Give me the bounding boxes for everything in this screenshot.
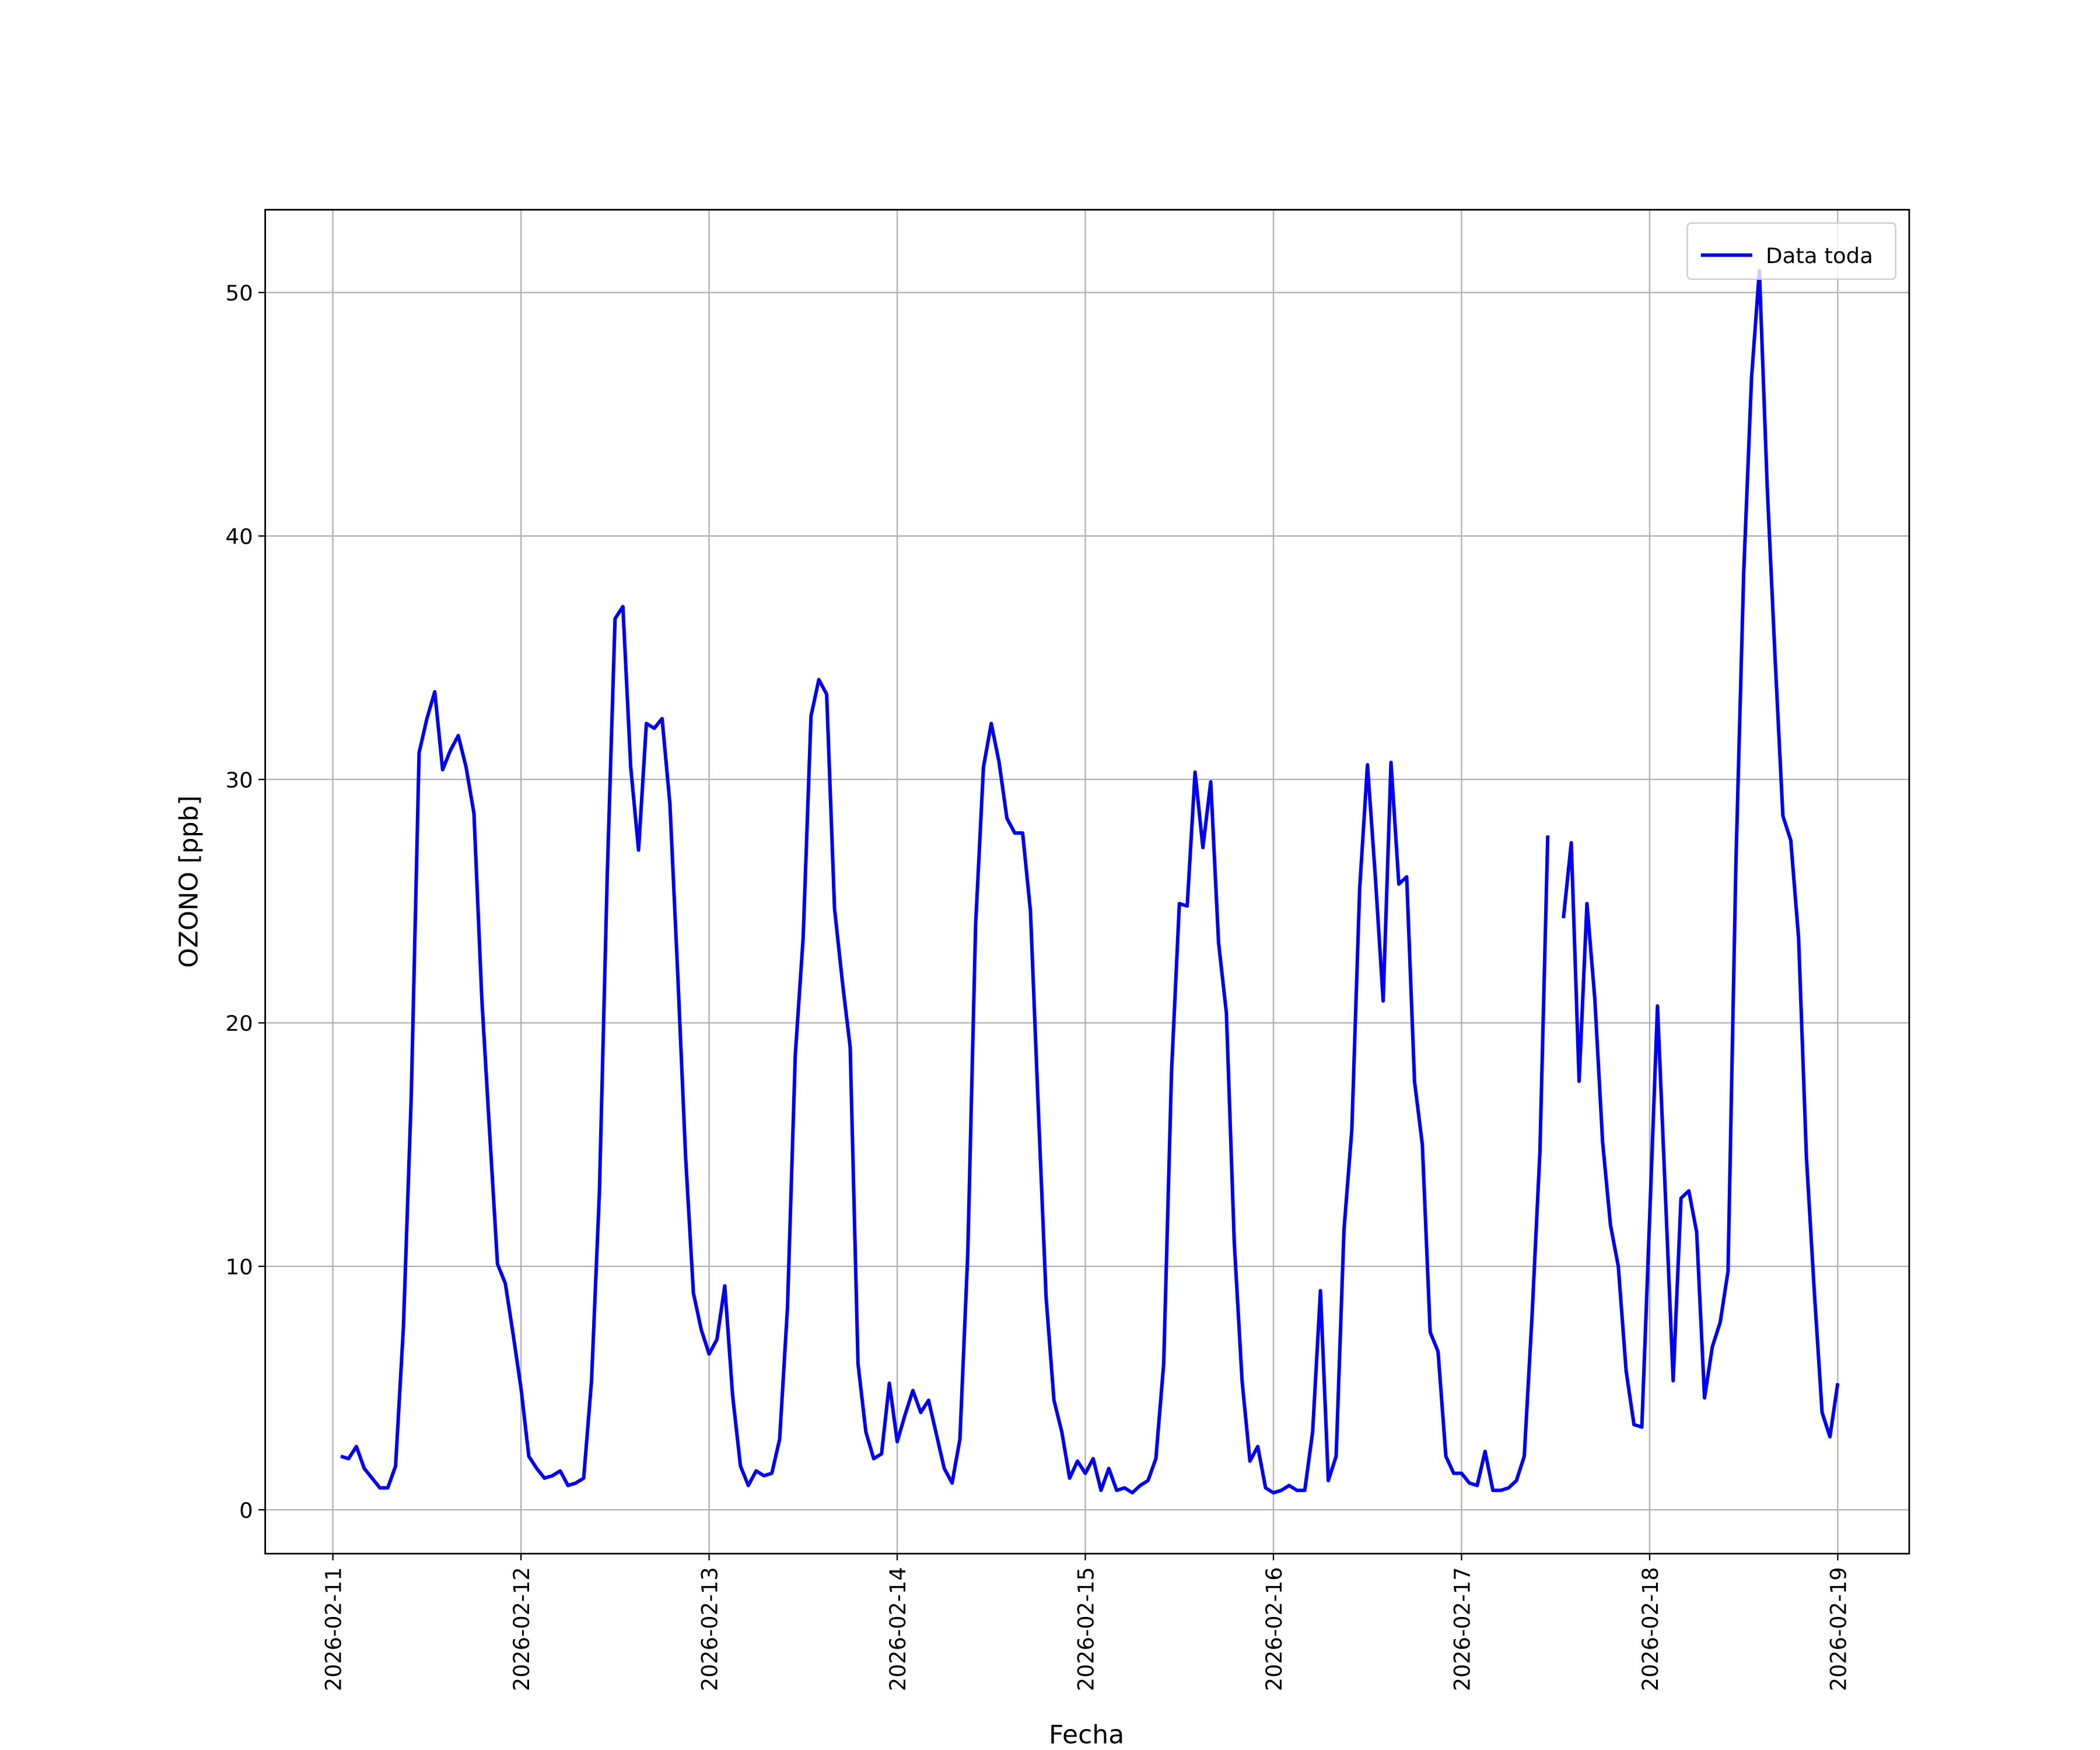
y-tick-label: 30 [226,768,253,793]
y-tick-label: 0 [239,1498,253,1523]
x-tick-label: 2026-02-12 [509,1567,534,1691]
plot-frame [264,209,1910,1555]
x-tick-label: 2026-02-17 [1450,1567,1475,1691]
x-tick-label: 2026-02-11 [321,1567,346,1691]
y-tick-label: 40 [226,524,253,550]
y-tick-label: 20 [226,1011,253,1036]
x-tick-label: 2026-02-18 [1638,1567,1663,1691]
x-axis-label: Fecha [1049,1720,1124,1750]
data-line [340,268,1840,1494]
x-tick-label: 2026-02-16 [1262,1567,1287,1691]
y-tick-label: 50 [226,281,253,306]
y-tick-label: 10 [226,1255,253,1280]
x-tick-label: 2026-02-14 [886,1567,911,1691]
x-tick-label: 2026-02-15 [1073,1567,1098,1691]
y-axis-label: OZONO [ppb] [174,796,204,968]
legend-label: Data toda [1766,243,1873,268]
x-tick-label: 2026-02-19 [1826,1567,1851,1691]
x-tick-label: 2026-02-13 [697,1567,722,1691]
legend-box [1686,222,1896,280]
